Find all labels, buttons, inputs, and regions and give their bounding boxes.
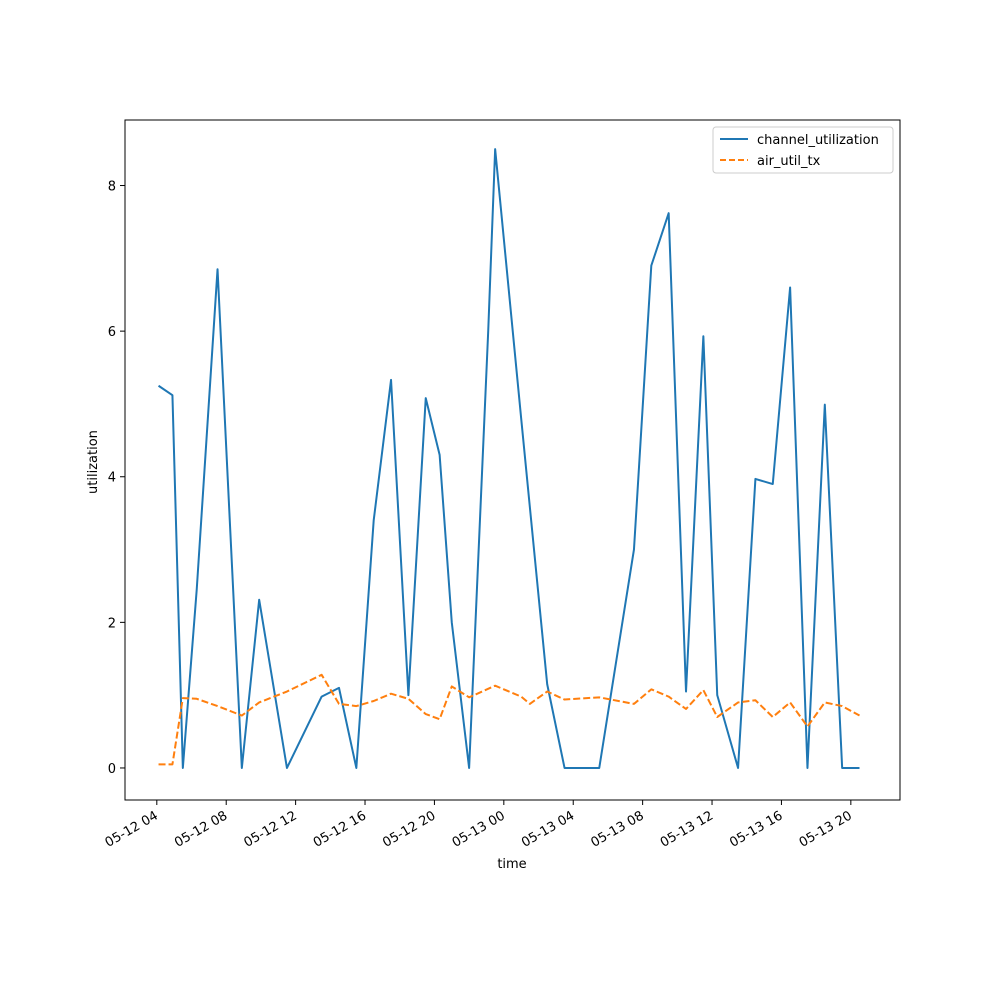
data-point-channel-utilization	[257, 597, 262, 602]
data-point-channel-utilization	[486, 329, 491, 334]
data-point-channel-utilization	[788, 285, 793, 290]
data-point-channel-utilization	[449, 620, 454, 625]
data-point-air-util-tx	[631, 701, 636, 706]
data-point-channel-utilization	[493, 147, 498, 152]
data-point-channel-utilization	[156, 383, 161, 388]
data-point-channel-utilization	[562, 765, 567, 770]
data-point-air-util-tx	[736, 700, 741, 705]
data-point-channel-utilization	[805, 765, 810, 770]
data-point-air-util-tx	[284, 689, 289, 694]
data-point-air-util-tx	[562, 697, 567, 702]
data-point-air-util-tx	[788, 700, 793, 705]
data-point-air-util-tx	[684, 706, 689, 711]
data-point-channel-utilization	[389, 377, 394, 382]
data-point-air-util-tx	[822, 700, 827, 705]
x-axis-label: time	[497, 857, 526, 872]
data-point-channel-utilization	[180, 765, 185, 770]
data-point-channel-utilization	[715, 693, 720, 698]
data-point-air-util-tx	[545, 689, 550, 694]
data-point-air-util-tx	[770, 715, 775, 720]
data-point-air-util-tx	[666, 694, 671, 699]
y-tick-label: 6	[108, 325, 116, 340]
y-tick-label: 0	[108, 762, 116, 777]
data-point-air-util-tx	[215, 704, 220, 709]
data-point-air-util-tx	[449, 684, 454, 689]
data-point-air-util-tx	[519, 694, 524, 699]
data-point-channel-utilization	[239, 765, 244, 770]
y-tick-label: 2	[108, 616, 116, 631]
data-point-air-util-tx	[319, 672, 324, 677]
legend-label-air-util-tx: air_util_tx	[757, 154, 821, 169]
data-point-channel-utilization	[736, 765, 741, 770]
data-point-air-util-tx	[597, 695, 602, 700]
data-point-channel-utilization	[354, 765, 359, 770]
data-point-channel-utilization	[194, 587, 199, 592]
data-point-air-util-tx	[336, 701, 341, 706]
data-point-channel-utilization	[684, 689, 689, 694]
data-point-air-util-tx	[437, 717, 442, 722]
data-point-air-util-tx	[649, 687, 654, 692]
data-point-channel-utilization	[519, 416, 524, 421]
legend-box	[712, 126, 894, 174]
axes-frame	[124, 119, 901, 801]
data-point-air-util-tx	[170, 762, 175, 767]
data-point-air-util-tx	[423, 712, 428, 717]
data-point-air-util-tx	[354, 704, 359, 709]
data-point-air-util-tx	[257, 700, 262, 705]
y-axis-ticks: 0 2 4 6 8	[108, 180, 125, 777]
data-point-channel-utilization	[336, 685, 341, 690]
data-point-air-util-tx	[371, 698, 376, 703]
data-point-air-util-tx	[239, 713, 244, 718]
data-point-channel-utilization	[857, 765, 862, 770]
data-point-air-util-tx	[527, 701, 532, 706]
data-point-channel-utilization	[701, 334, 706, 339]
data-point-channel-utilization	[840, 765, 845, 770]
data-point-air-util-tx	[156, 762, 161, 767]
y-tick-label: 8	[108, 180, 116, 195]
data-point-air-util-tx	[840, 704, 845, 709]
data-point-channel-utilization	[631, 547, 636, 552]
series-line-air-util-tx	[158, 673, 860, 766]
data-point-channel-utilization	[770, 482, 775, 487]
data-point-channel-utilization	[597, 765, 602, 770]
y-tick-label: 4	[108, 471, 116, 486]
y-axis-label: utilization	[86, 430, 101, 494]
series-line-channel-utilization	[157, 148, 860, 769]
data-point-channel-utilization	[545, 682, 550, 687]
data-point-air-util-tx	[194, 696, 199, 701]
data-point-air-util-tx	[180, 696, 185, 701]
data-point-channel-utilization	[423, 396, 428, 401]
data-point-channel-utilization	[649, 263, 654, 268]
data-point-air-util-tx	[857, 713, 862, 718]
data-point-air-util-tx	[715, 715, 720, 720]
data-point-channel-utilization	[215, 267, 220, 272]
data-point-channel-utilization	[371, 518, 376, 523]
data-point-channel-utilization	[822, 402, 827, 407]
data-point-channel-utilization	[753, 476, 758, 481]
data-point-channel-utilization	[437, 452, 442, 457]
data-point-channel-utilization	[284, 765, 289, 770]
data-point-air-util-tx	[493, 683, 498, 688]
data-point-channel-utilization	[467, 765, 472, 770]
data-point-air-util-tx	[389, 691, 394, 696]
series-layer	[156, 147, 862, 770]
data-point-channel-utilization	[170, 393, 175, 398]
plot-area	[125, 120, 900, 800]
data-point-air-util-tx	[406, 696, 411, 701]
data-point-air-util-tx	[467, 695, 472, 700]
data-point-channel-utilization	[666, 211, 671, 216]
data-point-air-util-tx	[701, 688, 706, 693]
data-point-air-util-tx	[753, 698, 758, 703]
data-point-air-util-tx	[805, 724, 810, 729]
legend: channel_utilization air_util_tx	[712, 126, 894, 174]
legend-label-channel-utilization: channel_utilization	[757, 133, 879, 148]
data-point-channel-utilization	[319, 694, 324, 699]
